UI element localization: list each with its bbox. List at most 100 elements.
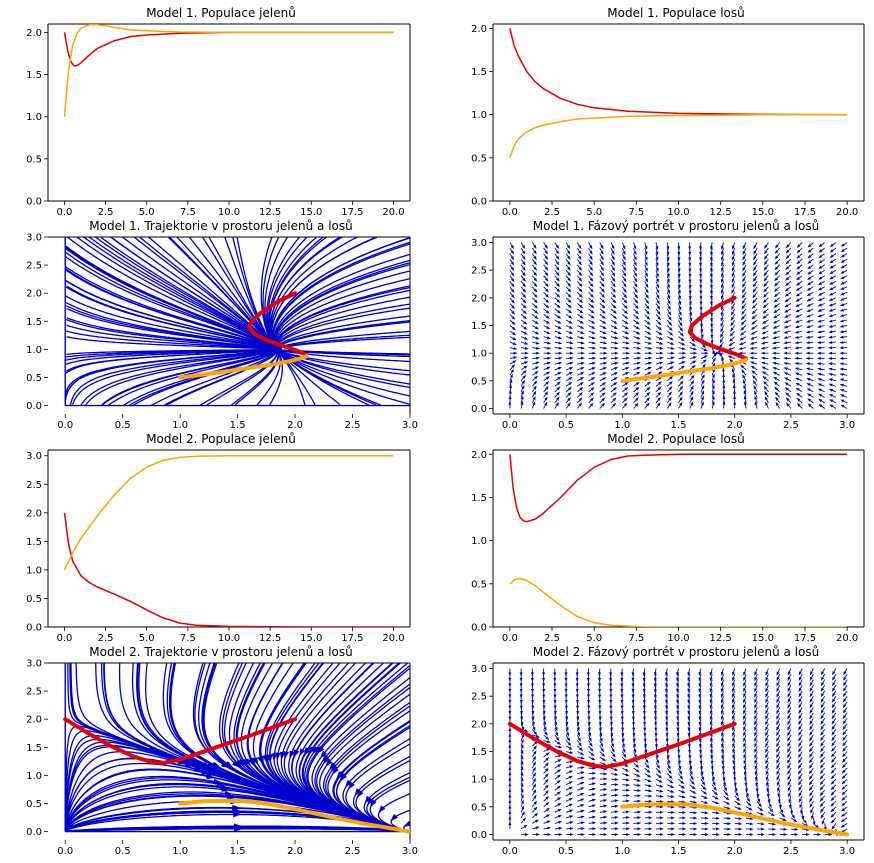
quiver-arrow-head xyxy=(839,357,844,360)
quiver-arrow-head xyxy=(742,272,746,277)
quiver-arrow-head xyxy=(544,396,548,401)
streamline-arrow xyxy=(323,756,330,765)
quiver-arrow-head xyxy=(567,277,571,282)
quiver-arrow-head xyxy=(544,250,548,255)
quiver-arrow-head xyxy=(555,250,560,255)
quiver-arrow-head xyxy=(829,254,834,258)
quiver-arrow-head xyxy=(817,298,822,302)
quiver-arrow-head xyxy=(659,827,664,831)
quiver-arrow-head xyxy=(508,716,512,721)
quiver-arrow-head xyxy=(534,294,538,298)
quiver-arrow-head xyxy=(776,704,780,709)
quiver-arrow-head xyxy=(655,262,659,267)
quiver-arrow-head xyxy=(545,376,550,380)
quiver-arrow-head xyxy=(732,682,735,687)
quiver-arrow-head xyxy=(783,330,788,334)
quiver-arrow-head xyxy=(806,325,811,328)
streamline-arrow xyxy=(315,746,323,755)
quiver-arrow-head xyxy=(690,396,694,401)
quiver-arrow-head xyxy=(554,716,557,721)
y-tick-label: 0.0 xyxy=(471,197,487,208)
quiver-arrow-head xyxy=(654,716,658,721)
quiver-arrow-head xyxy=(820,693,824,698)
quiver-arrow-head xyxy=(819,786,824,791)
quiver-arrow-head xyxy=(689,312,693,317)
quiver-arrow-head xyxy=(716,816,720,820)
quiver-arrow-head xyxy=(587,694,590,699)
quiver-arrow-head xyxy=(787,754,791,759)
quiver-arrow-head xyxy=(681,347,686,350)
quiver-arrow-head xyxy=(578,266,582,271)
quiver-arrow-head xyxy=(754,754,758,759)
quiver-arrow-head xyxy=(798,682,802,687)
quiver-arrow-head xyxy=(787,721,791,726)
quiver-arrow-head xyxy=(721,766,725,771)
quiver-arrow-head xyxy=(805,335,810,339)
quiver-arrow-head xyxy=(646,321,651,325)
quiver-arrow-head xyxy=(545,386,549,390)
quiver-arrow-head xyxy=(603,356,608,360)
quiver-arrow-head xyxy=(522,245,526,249)
quiver-arrow-head xyxy=(772,827,777,831)
quiver-arrow-head xyxy=(609,683,613,688)
quiver-arrow-head xyxy=(587,705,591,710)
quiver-arrow-head xyxy=(530,677,534,682)
quiver-arrow-head xyxy=(810,809,814,814)
quiver-arrow-head xyxy=(829,243,834,248)
quiver-arrow-head xyxy=(817,292,822,296)
quiver-arrow-head xyxy=(534,304,538,309)
quiver-arrow-head xyxy=(565,721,569,726)
quiver-arrow-head xyxy=(727,822,732,826)
quiver-arrow-head xyxy=(625,341,630,345)
trajectory-red xyxy=(507,721,737,769)
quiver-arrow-head xyxy=(773,309,778,314)
quiver-arrow-head xyxy=(586,683,590,688)
quiver-arrow-head xyxy=(743,379,746,384)
quiver-arrow-head xyxy=(794,341,799,345)
quiver-arrow-head xyxy=(613,326,618,330)
quiver-arrow-head xyxy=(712,782,716,787)
quiver-arrow-head xyxy=(646,402,650,407)
quiver-arrow-head xyxy=(840,265,845,269)
quiver-arrow-head xyxy=(643,744,647,748)
quiver-arrow-head xyxy=(709,710,713,715)
quiver-arrow-head xyxy=(806,378,811,381)
quiver-arrow-head xyxy=(557,764,562,768)
x-tick-label: 12.5 xyxy=(259,207,281,218)
y-tick-label: 1.0 xyxy=(471,349,487,360)
quiver-arrow-head xyxy=(842,726,846,730)
quiver-arrow-head xyxy=(623,299,628,304)
quiver-arrow-head xyxy=(755,788,759,793)
quiver-arrow-head xyxy=(610,732,614,737)
quiver-arrow-head xyxy=(700,771,704,776)
streamline-arrow xyxy=(234,824,243,830)
quiver-arrow-head xyxy=(839,367,844,371)
quiver-arrow-head xyxy=(832,671,836,676)
quiver-arrow-head xyxy=(646,381,651,386)
quiver-arrow-head xyxy=(808,787,813,791)
quiver-arrow-head xyxy=(522,817,526,822)
quiver-arrow-head xyxy=(669,780,674,784)
quiver-arrow-head xyxy=(589,261,593,266)
quiver-arrow-head xyxy=(580,325,585,329)
quiver-arrow-head xyxy=(698,688,702,693)
quiver-arrow-head xyxy=(589,245,593,250)
panel-title: Model 2. Populace jelenů xyxy=(146,432,296,446)
quiver-arrow-head xyxy=(531,716,535,721)
quiver-arrow-head xyxy=(533,244,537,249)
x-tick-label: 10.0 xyxy=(218,633,240,644)
panel-model2-populace-losu: Model 2. Populace losů 0.0 2.5 5.0 7.5 10.0 1… xyxy=(471,432,865,644)
quiver-arrow-head xyxy=(576,705,579,710)
quiver-arrow-head xyxy=(589,272,594,277)
trajectory-red xyxy=(63,717,298,765)
quiver-arrow-head xyxy=(533,789,537,794)
quiver-arrow-head xyxy=(681,795,686,799)
quiver-arrow-head xyxy=(776,726,780,731)
quiver-arrow-head xyxy=(828,373,833,376)
quiver-arrow-head xyxy=(732,732,735,737)
quiver-arrow-head xyxy=(631,699,635,704)
quiver-arrow-head xyxy=(614,783,619,787)
quiver-arrow-head xyxy=(749,356,754,360)
x-tick-label: 0.0 xyxy=(502,633,518,644)
quiver-arrow-head xyxy=(843,676,847,681)
